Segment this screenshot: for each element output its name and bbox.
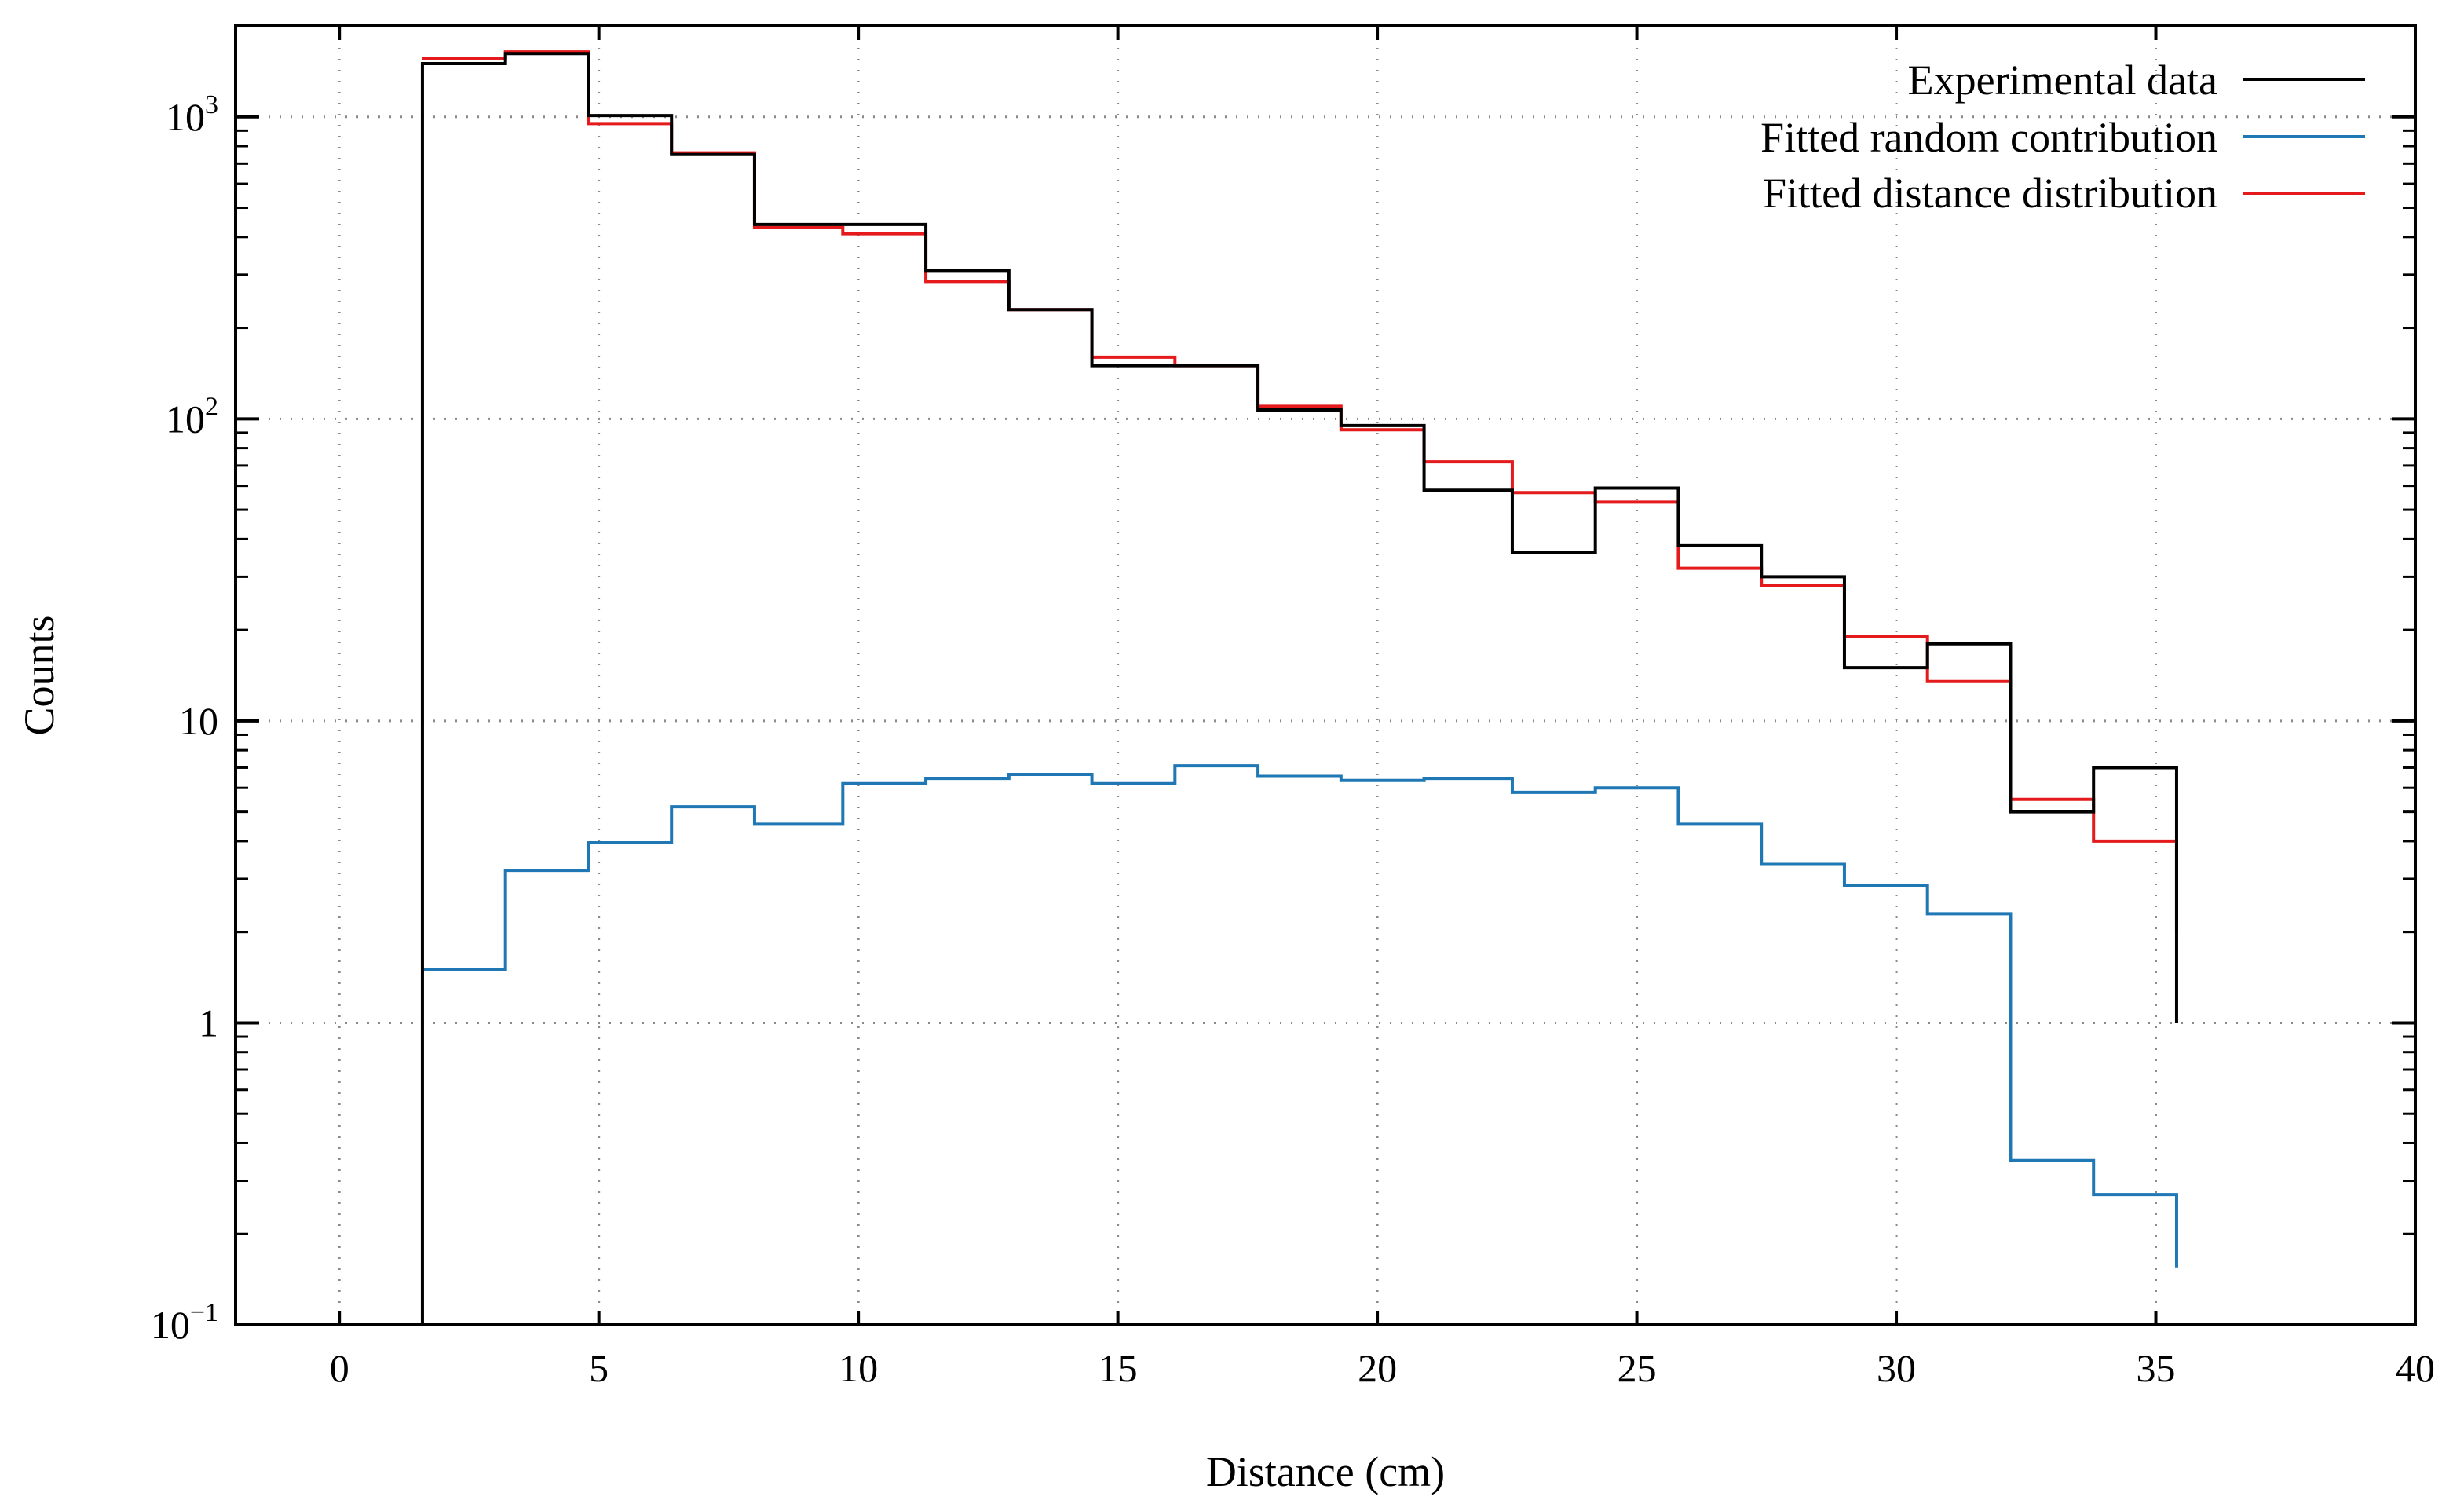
series-line-fitted-distance-distribution [422, 50, 2178, 932]
x-tick-label: 0 [330, 1346, 349, 1390]
x-tick-label: 5 [589, 1346, 609, 1390]
legend-text-random: Fitted random contribution [1760, 114, 2217, 161]
y-tick-label: 1 [199, 1001, 218, 1045]
series-line-experimental-data [420, 52, 2178, 1325]
x-tick-label: 15 [1099, 1346, 1138, 1390]
series-layer [420, 50, 2178, 1325]
x-tick-label: 40 [2396, 1346, 2435, 1390]
legend-text-experimental: Experimental data [1908, 57, 2217, 104]
x-tick-label: 20 [1358, 1346, 1397, 1390]
legend: Experimental data Fitted random contribu… [1760, 57, 2365, 217]
y-tick-label: 10 [179, 699, 218, 743]
y-axis-label: Counts [16, 615, 63, 735]
plot-frame [234, 24, 2417, 1326]
legend-text-distance: Fitted distance distribution [1763, 170, 2217, 217]
series-line-fitted-random-contribution [422, 764, 2178, 1268]
axis-ticks [236, 26, 2417, 1326]
x-axis-label: Distance (cm) [1206, 1448, 1445, 1495]
x-tick-label: 35 [2137, 1346, 2176, 1390]
x-tick-label: 30 [1877, 1346, 1916, 1390]
x-tick-labels: 0 5 10 15 20 25 30 35 40 [330, 1346, 2435, 1390]
grid [236, 26, 2415, 1325]
x-tick-label: 10 [839, 1346, 878, 1390]
x-tick-label: 25 [1618, 1346, 1657, 1390]
